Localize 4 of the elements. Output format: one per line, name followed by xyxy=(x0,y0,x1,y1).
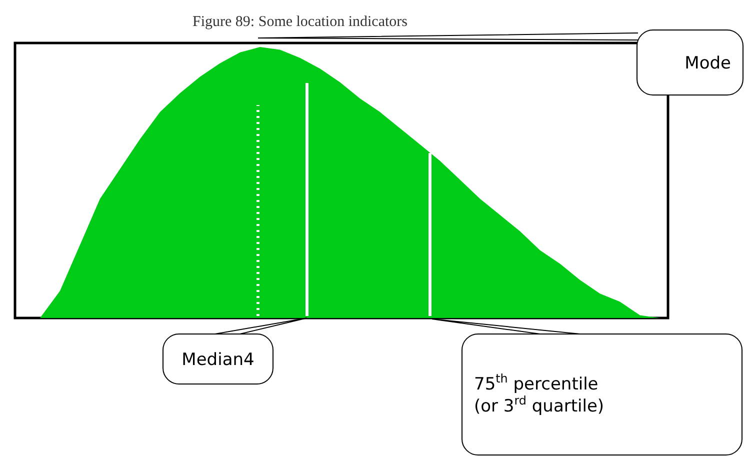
chart-title: Figure 89: Some location indicators xyxy=(192,14,408,30)
speech-bubble: Mode xyxy=(636,30,744,96)
speech-bubble: 75$^{th}$ percentile (or 3$^{rd}$ quartile) xyxy=(462,334,742,456)
speech-bubble: Median4 xyxy=(162,334,274,384)
